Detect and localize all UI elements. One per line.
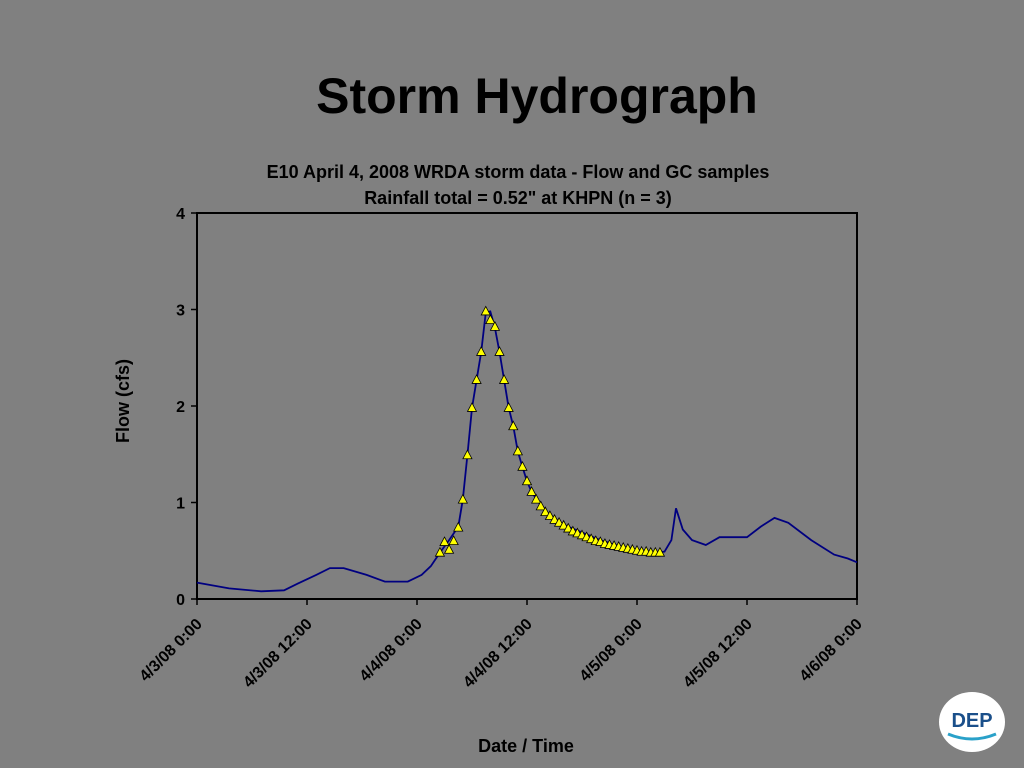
- sample-marker: [462, 449, 473, 460]
- sample-marker: [563, 522, 574, 533]
- sample-marker: [544, 510, 556, 520]
- sample-marker: [494, 346, 505, 356]
- sample-marker: [517, 460, 528, 471]
- y-axis-label: Flow (cfs): [113, 359, 133, 443]
- sample-marker: [485, 314, 496, 325]
- sample-marker: [439, 536, 450, 546]
- sample-marker: [531, 493, 542, 504]
- sample-marker: [434, 546, 446, 557]
- y-tick-label: 0: [176, 592, 185, 609]
- plot-area: [196, 212, 858, 600]
- sample-marker: [498, 374, 510, 384]
- sample-marker: [480, 305, 491, 316]
- sample-marker: [503, 402, 514, 412]
- y-tick-label: 3: [176, 303, 185, 320]
- chart-title: E10 April 4, 2008 WRDA storm data - Flow…: [267, 162, 770, 182]
- chart-subtitle: Rainfall total = 0.52" at KHPN (n = 3): [364, 188, 672, 208]
- sample-marker: [489, 321, 501, 331]
- sample-marker: [508, 420, 519, 431]
- sample-marker: [540, 506, 551, 517]
- y-tick-label: 4: [176, 206, 185, 223]
- logo-wave: [947, 732, 997, 741]
- logo: DEP: [939, 692, 1005, 752]
- sample-marker: [549, 514, 560, 524]
- sample-marker: [558, 519, 569, 530]
- sample-marker: [526, 486, 537, 496]
- sample-marker: [443, 543, 455, 554]
- y-tick-label: 2: [176, 399, 185, 416]
- x-axis-label: Date / Time: [478, 736, 574, 756]
- sample-marker: [476, 346, 487, 356]
- sample-marker: [466, 402, 478, 412]
- sample-marker: [457, 493, 468, 504]
- sample-marker: [471, 374, 482, 384]
- sample-marker: [521, 475, 533, 486]
- sample-marker: [453, 521, 464, 532]
- y-tick-label: 1: [176, 496, 185, 513]
- sample-marker: [654, 546, 666, 557]
- sample-marker: [448, 535, 459, 545]
- slide-title: Storm Hydrograph: [316, 68, 758, 124]
- sample-marker: [553, 516, 565, 527]
- logo-text: DEP: [951, 710, 992, 732]
- sample-marker: [512, 445, 523, 456]
- sample-marker: [535, 500, 546, 511]
